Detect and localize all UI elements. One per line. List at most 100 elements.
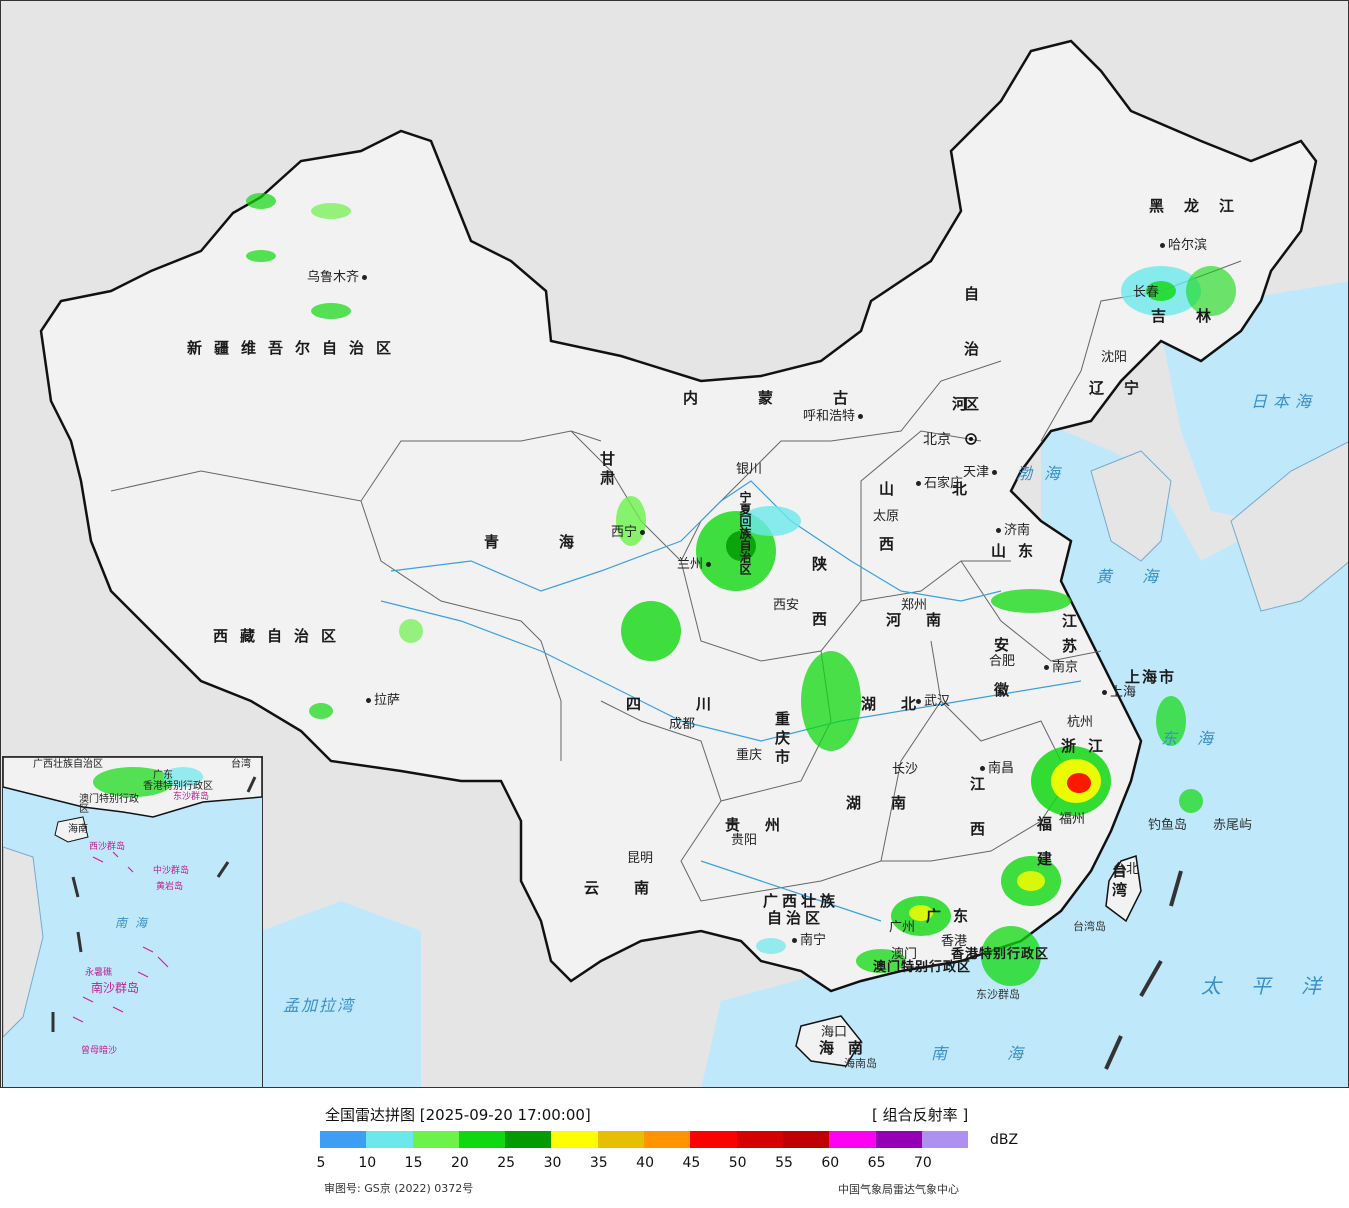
city-guiyang: 贵阳 (731, 834, 757, 847)
colorbar-tick-label: 35 (590, 1155, 608, 1171)
city-hefei: 合肥 (989, 655, 1015, 668)
city-nanchang: 南昌 (977, 762, 1014, 775)
sea-japan: 日本海 (1251, 394, 1317, 410)
province-shaanxi: 陕西 (811, 556, 826, 666)
colorbar-tick-label: 20 (451, 1155, 469, 1171)
province-anhui: 安徽 (993, 637, 1008, 727)
province-ningxia: 宁夏回族自治区 (739, 491, 751, 575)
legend-product: [ 组合反射率 ] (872, 1104, 968, 1125)
island-chiwei: 赤尾屿 (1213, 819, 1252, 832)
inset-hainan-label: 海南 (68, 825, 88, 835)
province-shanghai: 上海市 (1125, 670, 1176, 685)
colorbar-tick-label: 25 (497, 1155, 515, 1171)
inset-zengmu: 曾母暗沙 (81, 1047, 117, 1056)
city-taibei: 台北 (1113, 863, 1139, 876)
colorbar-cell (783, 1131, 829, 1148)
inset-dongsha: 东沙群岛 (173, 793, 209, 802)
map-approval-number: 审图号: GS京 (2022) 0372号 (324, 1180, 473, 1196)
colorbar-tick-label: 40 (636, 1155, 654, 1171)
island-dongsha: 东沙群岛 (976, 989, 1020, 1000)
inset-south-sea: 南海 (115, 917, 155, 929)
city-guangzhou: 广州 (889, 921, 915, 934)
province-zhejiang: 浙江 (1061, 739, 1115, 754)
city-hohhot: 呼和浩特 (803, 410, 866, 423)
inset-yongshu: 永暑礁 (85, 969, 112, 978)
inset-zhongsha: 中沙群岛 (153, 867, 189, 876)
city-fuzhou: 福州 (1059, 813, 1085, 826)
city-xian: 西安 (773, 599, 799, 612)
inset-islands (73, 852, 168, 1022)
city-tianjin: 天津 (963, 466, 1000, 479)
province-guangdong: 广东 (926, 909, 980, 924)
city-shanghai: 上海 (1099, 686, 1136, 699)
sea-pacific: 太平洋 (1201, 976, 1349, 996)
city-taiyuan: 太原 (873, 510, 899, 523)
province-shandong: 山东 (991, 544, 1045, 559)
province-heilongjiang: 黑龙江 (1149, 199, 1254, 214)
inset-macao: 澳门特别行政区 (79, 795, 139, 815)
colorbar-cell (737, 1131, 783, 1148)
province-neimenggu: 内蒙古 (683, 391, 908, 406)
colorbar-cell (366, 1131, 412, 1148)
province-sichuan: 四川 (626, 697, 766, 712)
colorbar (320, 1131, 968, 1148)
city-beijing: 北京 (923, 433, 951, 447)
colorbar-cell (876, 1131, 922, 1148)
colorbar-cell (922, 1131, 968, 1148)
bengal-bay-area (261, 901, 421, 1088)
island-diaoyu: 钓鱼岛 (1148, 819, 1187, 832)
city-chongqing: 重庆 (736, 749, 762, 762)
data-source: 中国气象局雷达气象中心 (838, 1181, 959, 1197)
province-guizhou: 贵州 (725, 818, 805, 833)
inset-taiwan: 台湾 (231, 760, 251, 770)
colorbar-cell (644, 1131, 690, 1148)
city-jinan: 济南 (993, 524, 1030, 537)
inset-xisha: 西沙群岛 (89, 843, 125, 852)
province-macao: 澳门特别行政区 (873, 961, 971, 974)
colorbar-cell (551, 1131, 597, 1148)
city-harbin: 哈尔滨 (1157, 239, 1207, 252)
city-macao: 澳门 (891, 948, 917, 961)
inset-nansha: 南沙群岛 (91, 982, 139, 994)
inset-hongkong: 香港特别行政区 (143, 782, 213, 792)
city-shenyang: 沈阳 (1101, 351, 1127, 364)
city-changchun: 长春 (1133, 286, 1159, 299)
city-haikou: 海口 (821, 1026, 847, 1039)
island-taiwan: 台湾岛 (1073, 921, 1106, 932)
legend-title: 全国雷达拼图 [2025-09-20 17:00:00] (325, 1104, 591, 1125)
sea-bohai: 渤海 (1016, 466, 1072, 482)
sea-south: 南海 (931, 1046, 1083, 1062)
city-wuhan: 武汉 (913, 695, 950, 708)
city-hongkong: 香港 (941, 935, 967, 948)
colorbar-tick-label: 30 (544, 1155, 562, 1171)
province-guangxi: 广西壮族 (763, 894, 839, 909)
colorbar-cell (505, 1131, 551, 1148)
colorbar-cell (690, 1131, 736, 1148)
province-gansu: 甘肃 (599, 451, 614, 489)
sea-bengal: 孟加拉湾 (283, 998, 355, 1014)
city-shijiazhuang: 石家庄 (913, 477, 963, 490)
inset-indochina (3, 847, 43, 1037)
sea-yellow: 黄海 (1096, 569, 1188, 585)
province-fujian: 福建 (1036, 816, 1051, 886)
colorbar-ticks: 510152025303540455055606570 (310, 1155, 950, 1171)
province-xizang: 西藏自治区 (213, 629, 348, 644)
sea-east: 东海 (1161, 731, 1233, 747)
inset-guangdong: 广东 (153, 771, 173, 781)
city-lhasa: 拉萨 (363, 694, 400, 707)
colorbar-tick-label: 70 (914, 1155, 932, 1171)
inset-huangyan: 黄岩岛 (156, 883, 183, 892)
province-liaoning: 辽宁 (1089, 381, 1159, 396)
island-hainan: 海南岛 (844, 1058, 877, 1069)
colorbar-cell (598, 1131, 644, 1148)
province-hunan: 湖南 (846, 796, 936, 811)
province-yunnan: 云南 (584, 881, 684, 896)
legend: 全国雷达拼图 [2025-09-20 17:00:00] [ 组合反射率 ] 5… (0, 1088, 1349, 1208)
colorbar-cell (413, 1131, 459, 1148)
province-jilin: 吉林 (1151, 309, 1241, 324)
province-chongqing: 重庆市 (774, 711, 789, 768)
city-lanzhou: 兰州 (677, 558, 714, 571)
city-changsha: 长沙 (892, 763, 918, 776)
province-hainan: 海南 (819, 1041, 877, 1056)
city-nanjing: 南京 (1041, 661, 1078, 674)
